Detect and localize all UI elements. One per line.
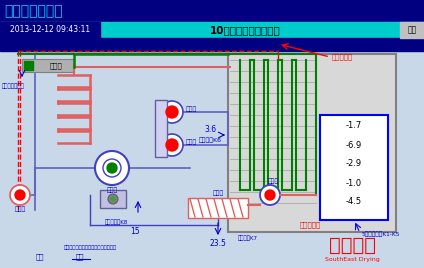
Text: 冷冻温度K6: 冷冻温度K6: [198, 137, 221, 143]
Text: 2013-12-12 09:43:11: 2013-12-12 09:43:11: [10, 25, 90, 35]
Text: -2.9: -2.9: [346, 159, 362, 169]
Circle shape: [103, 159, 121, 177]
Bar: [22, 59, 74, 72]
Bar: [155, 100, 167, 157]
Text: 报警显示条: 报警显示条: [332, 54, 353, 60]
Text: 罗茨泵: 罗茨泵: [186, 106, 197, 112]
Circle shape: [265, 190, 275, 200]
Text: -1.7: -1.7: [346, 121, 362, 131]
Circle shape: [111, 197, 115, 201]
Text: 冷却水温度K8: 冷却水温度K8: [105, 219, 128, 225]
Bar: [400, 22, 424, 38]
Bar: [0, 22, 424, 38]
Text: 5只物料温度K1-K5: 5只物料温度K1-K5: [362, 231, 401, 237]
Text: 冷冻干燥机结构: 冷冻干燥机结构: [4, 4, 63, 18]
Circle shape: [166, 139, 178, 151]
Text: 循环泵: 循环泵: [268, 178, 279, 184]
Text: SouthEast Drying: SouthEast Drying: [325, 256, 379, 262]
Text: 加热温度K7: 加热温度K7: [238, 235, 258, 241]
Text: -6.9: -6.9: [346, 140, 362, 150]
Circle shape: [260, 185, 280, 205]
Circle shape: [161, 134, 183, 156]
Circle shape: [108, 194, 118, 204]
Bar: [24, 61, 33, 70]
Text: 旋片泵: 旋片泵: [186, 139, 197, 145]
Text: 报警显示条: 报警显示条: [300, 222, 321, 228]
Text: -4.5: -4.5: [346, 198, 362, 207]
Bar: [0, 38, 424, 51]
Bar: [320, 115, 388, 220]
Text: 化霜泵: 化霜泵: [14, 206, 25, 212]
Text: 3.6: 3.6: [204, 125, 216, 135]
Text: 15: 15: [130, 228, 140, 236]
Circle shape: [95, 151, 129, 185]
Bar: [100, 190, 126, 208]
Text: 东南干燥: 东南干燥: [329, 236, 376, 255]
Text: -1.0: -1.0: [346, 178, 362, 188]
Text: 手动自动切换开关（当前为手动状态）: 手动自动切换开关（当前为手动状态）: [64, 245, 117, 251]
Text: 自动: 自动: [36, 254, 44, 260]
Circle shape: [107, 163, 117, 173]
Circle shape: [166, 106, 178, 118]
Bar: [188, 198, 248, 218]
Bar: [0, 22, 100, 38]
Text: 电加热: 电加热: [212, 190, 223, 196]
Bar: [0, 0, 424, 22]
Bar: [228, 54, 396, 232]
Circle shape: [161, 101, 183, 123]
Text: 冷却水手动开关: 冷却水手动开关: [2, 83, 25, 89]
Text: 压缩机: 压缩机: [106, 187, 117, 193]
Text: 23.5: 23.5: [209, 240, 226, 248]
Text: 10平方真空冷冻干燥机: 10平方真空冷冻干燥机: [209, 25, 280, 35]
Text: 手动: 手动: [76, 254, 84, 260]
Circle shape: [15, 190, 25, 200]
Circle shape: [10, 185, 30, 205]
Text: 通信: 通信: [407, 25, 417, 35]
Text: 冷却水: 冷却水: [50, 62, 62, 69]
